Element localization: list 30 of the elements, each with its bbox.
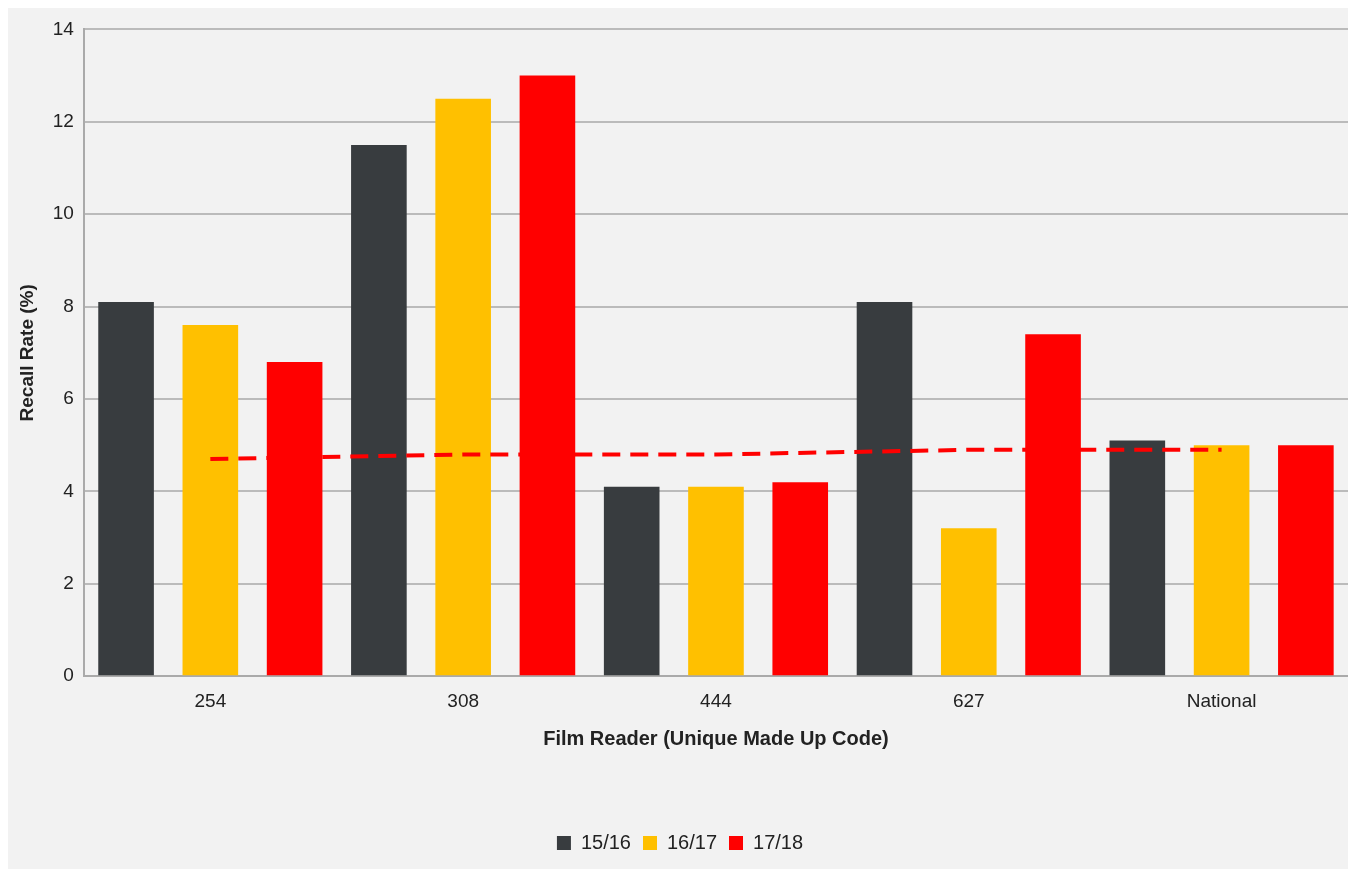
y-tick-label: 0 [63, 664, 74, 686]
x-tick-label: 627 [952, 689, 985, 711]
bar [1109, 440, 1166, 676]
bar [182, 325, 239, 676]
x-tick-label: National [1186, 689, 1257, 711]
bar [940, 528, 997, 676]
y-tick-label: 12 [52, 110, 74, 132]
y-axis-title: Recall Rate (%) [15, 284, 37, 422]
x-axis-title: Film Reader (Unique Made Up Code) [543, 726, 889, 749]
y-tick-label: 10 [52, 202, 74, 224]
y-tick-label: 4 [63, 479, 75, 501]
x-tick-label: 444 [700, 689, 733, 711]
bar [435, 98, 491, 676]
y-tick-label: 6 [63, 387, 74, 409]
x-tick-label: 308 [447, 689, 480, 711]
bar [98, 301, 154, 676]
bar [772, 482, 829, 676]
legend-label: 16/17 [666, 830, 718, 853]
bar [688, 486, 744, 676]
y-tick-label: 14 [52, 17, 75, 39]
legend-label: 17/18 [753, 830, 804, 853]
bar [351, 144, 407, 676]
x-tick-label: 254 [194, 689, 227, 711]
bar [603, 486, 660, 676]
y-tick-label: 8 [63, 294, 74, 316]
legend-label: 15/16 [580, 830, 631, 853]
y-tick-label: 2 [63, 572, 74, 594]
bar [1193, 445, 1250, 676]
bar [1278, 445, 1334, 676]
bar [856, 301, 913, 676]
